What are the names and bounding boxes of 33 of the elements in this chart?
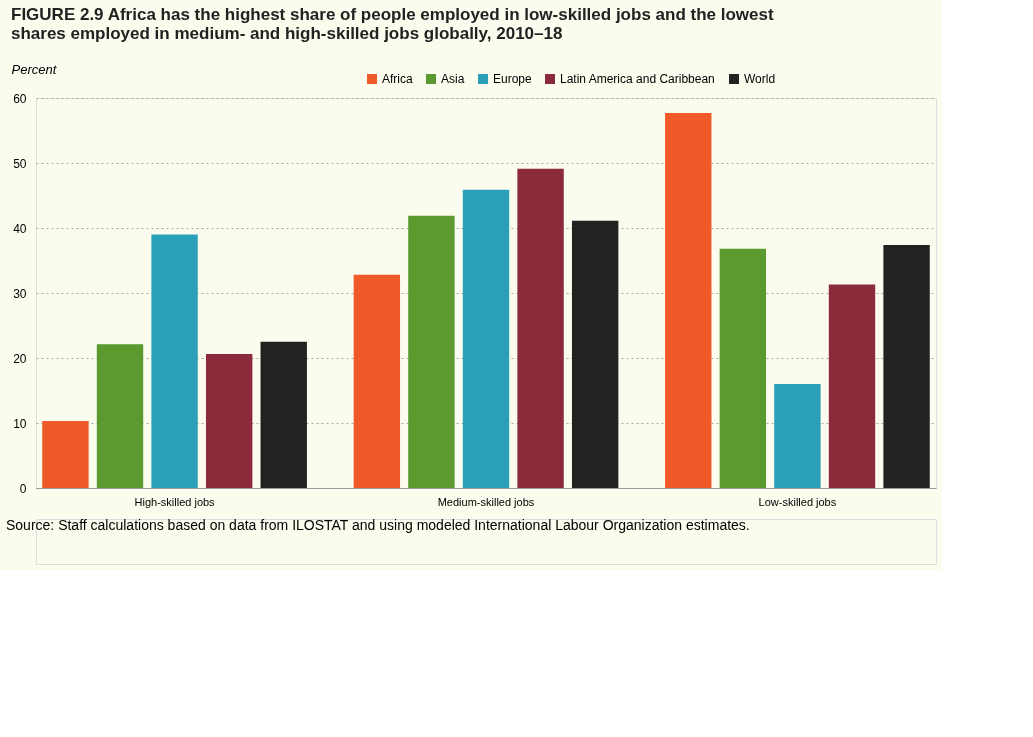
bar	[96, 344, 144, 488]
legend-label: Africa	[382, 72, 413, 86]
bar	[665, 112, 712, 488]
source-note: Source: Staff calculations based on data from ILOSTAT and using modeled International Labour Organization estimates.	[6, 517, 750, 533]
bar	[151, 234, 198, 488]
bar	[462, 189, 510, 488]
bar	[719, 248, 767, 488]
bar	[408, 215, 455, 488]
y-tick-label: 60	[13, 91, 27, 106]
legend-label: Asia	[441, 72, 465, 86]
chart-title: FIGURE 2.9 Africa has the highest share of people employed in low-skilled jobs and the lowest shares employed in medium- and high-skilled jobs globally, 2010–18	[11, 5, 774, 43]
legend-label: Europe	[493, 72, 533, 86]
x-tick-label: Medium-skilled jobs	[437, 495, 535, 508]
y-tick-label: 10	[13, 416, 27, 431]
y-tick-label: 30	[13, 286, 27, 301]
bar	[571, 220, 619, 488]
bar	[774, 384, 821, 488]
legend-label: World	[744, 72, 776, 86]
bar	[205, 354, 253, 488]
bar	[828, 284, 876, 488]
y-tick-label: 50	[13, 156, 27, 171]
legend-label: Latin America and Caribbean	[560, 72, 715, 86]
bar	[42, 421, 89, 488]
bar	[883, 244, 930, 488]
x-tick-label: High-skilled jobs	[134, 495, 216, 508]
y-tick-label: 40	[13, 221, 27, 236]
x-tick-label: Low-skilled jobs	[758, 495, 837, 508]
y-tick-label: 20	[13, 351, 27, 366]
y-axis-title: Percent	[11, 61, 58, 77]
bar	[353, 274, 401, 488]
bar	[260, 341, 307, 488]
bar	[517, 168, 564, 488]
y-tick-label: 0	[19, 481, 27, 496]
